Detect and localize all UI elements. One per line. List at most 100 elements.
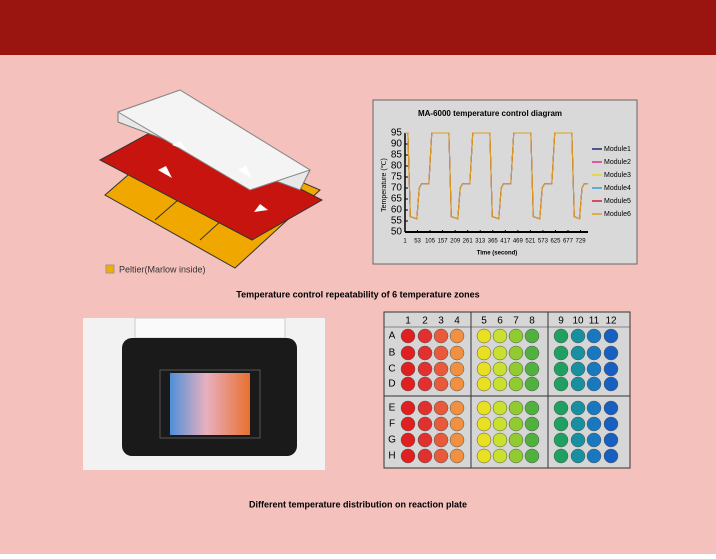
x-tick-label: 105	[425, 239, 436, 245]
well	[400, 328, 416, 344]
column-label: 2	[422, 316, 428, 327]
well	[476, 448, 492, 464]
well	[476, 376, 492, 392]
well	[476, 345, 492, 361]
well	[400, 432, 416, 448]
well	[603, 328, 619, 344]
well	[586, 416, 602, 432]
well	[570, 361, 586, 377]
column-label: 10	[572, 316, 584, 327]
well	[508, 361, 524, 377]
legend-label: Module6	[604, 211, 631, 218]
well	[417, 448, 433, 464]
well	[570, 400, 586, 416]
well	[417, 328, 433, 344]
well	[476, 361, 492, 377]
x-tick-label: 521	[525, 239, 536, 245]
well	[570, 345, 586, 361]
legend-label: Module2	[604, 159, 631, 166]
well	[586, 400, 602, 416]
well	[449, 345, 465, 361]
well	[524, 448, 540, 464]
well	[524, 328, 540, 344]
well	[433, 361, 449, 377]
well	[553, 448, 569, 464]
well	[570, 448, 586, 464]
chart-title: MA-6000 temperature control diagram	[418, 109, 562, 118]
column-label: 4	[454, 316, 460, 327]
well	[553, 328, 569, 344]
chart-frame	[372, 99, 638, 265]
row-label: A	[389, 331, 396, 342]
well	[492, 328, 508, 344]
well	[524, 361, 540, 377]
caption: Different temperature distribution on re…	[249, 499, 467, 509]
well	[449, 328, 465, 344]
well	[492, 345, 508, 361]
well	[586, 345, 602, 361]
x-tick-label: 209	[450, 239, 461, 245]
well	[449, 432, 465, 448]
x-tick-label: 729	[576, 239, 587, 245]
row-label: D	[388, 379, 395, 390]
x-tick-label: 1	[403, 239, 407, 245]
well	[570, 376, 586, 392]
legend-label: Module1	[604, 146, 631, 153]
well	[586, 376, 602, 392]
x-axis-label: Time (second)	[477, 251, 518, 257]
well	[417, 345, 433, 361]
well	[553, 400, 569, 416]
well	[476, 432, 492, 448]
well	[553, 361, 569, 377]
y-tick-label: 75	[391, 172, 403, 183]
well	[492, 376, 508, 392]
row-label: C	[388, 364, 395, 375]
well	[492, 416, 508, 432]
x-tick-label: 261	[463, 239, 474, 245]
series-line	[405, 132, 588, 220]
well	[476, 400, 492, 416]
column-label: 5	[481, 316, 487, 327]
y-axis-label: Temperature (℃)	[381, 158, 388, 212]
well	[400, 400, 416, 416]
well	[524, 345, 540, 361]
well	[417, 416, 433, 432]
well	[400, 448, 416, 464]
well	[400, 345, 416, 361]
well	[508, 448, 524, 464]
well	[603, 400, 619, 416]
well	[524, 400, 540, 416]
well	[553, 376, 569, 392]
well	[492, 432, 508, 448]
y-tick-label: 90	[391, 139, 403, 150]
header-band	[0, 0, 716, 55]
well	[433, 400, 449, 416]
well	[492, 448, 508, 464]
well	[603, 416, 619, 432]
well	[433, 448, 449, 464]
peltier-illustration	[98, 89, 324, 274]
x-tick-label: 625	[550, 239, 561, 245]
well	[433, 345, 449, 361]
well	[508, 400, 524, 416]
illustration-legend: Peltier(Marlow inside)	[119, 264, 206, 274]
well	[603, 345, 619, 361]
well	[586, 328, 602, 344]
well	[508, 416, 524, 432]
column-label: 11	[589, 316, 600, 327]
well	[524, 376, 540, 392]
well	[524, 416, 540, 432]
legend-label: Module5	[604, 198, 631, 205]
y-tick-label: 70	[391, 183, 403, 194]
y-tick-label: 55	[391, 216, 403, 227]
well	[508, 376, 524, 392]
row-label: E	[389, 403, 396, 414]
well	[449, 361, 465, 377]
column-label: 9	[558, 316, 564, 327]
well	[400, 361, 416, 377]
well	[433, 376, 449, 392]
